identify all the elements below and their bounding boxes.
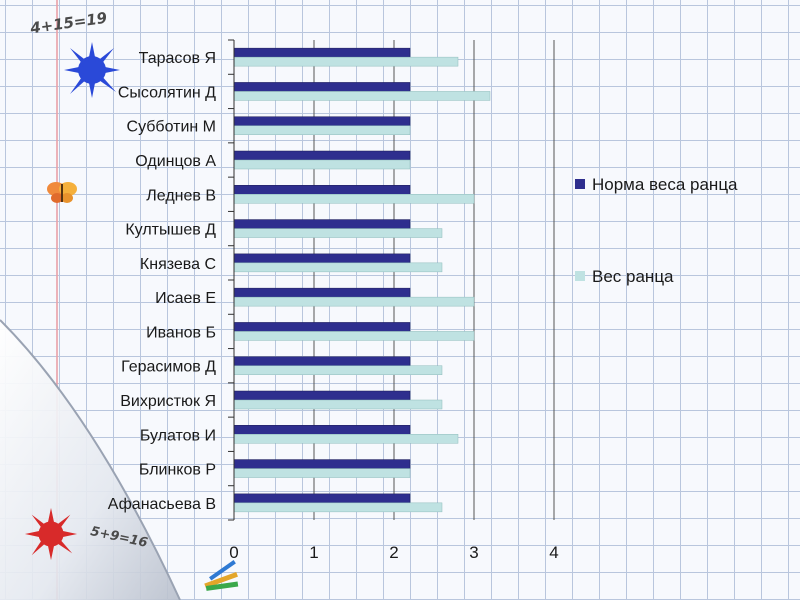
bar-backpack-weight [233, 296, 475, 307]
butterfly-icon [47, 182, 77, 203]
blue-ink-splash-icon [64, 42, 120, 98]
legend-label: Вес ранца [592, 267, 674, 286]
bar-norm-weight [233, 459, 411, 469]
x-tick-label: 0 [229, 543, 238, 562]
red-ink-splash-icon [24, 507, 78, 561]
bar-norm-weight [233, 356, 411, 366]
category-label: Князева С [140, 256, 216, 273]
bar-backpack-weight [233, 365, 443, 375]
bar-backpack-weight [233, 56, 459, 67]
bar-backpack-weight [233, 331, 475, 341]
category-label: Субботин М [127, 119, 216, 136]
bar-backpack-weight [233, 468, 411, 478]
bar-backpack-weight [233, 125, 411, 135]
category-label: Герасимов Д [121, 359, 216, 376]
bar-norm-weight [233, 322, 411, 332]
bar-backpack-weight [233, 399, 443, 410]
category-label: Афанасьева В [108, 496, 216, 513]
bar-norm-weight [233, 287, 411, 298]
chart-bars [233, 47, 491, 513]
bar-norm-weight [233, 425, 411, 435]
bar-norm-weight [233, 253, 411, 264]
bar-backpack-weight [233, 262, 443, 273]
chart-gridlines [313, 40, 555, 520]
bar-norm-weight [233, 185, 411, 195]
category-label: Тарасов Я [139, 50, 216, 67]
pencils-icon [204, 560, 239, 591]
category-labels: Тарасов Я Сысолятин Д Субботин М Одинцов А Л… [108, 50, 217, 513]
x-tick-label: 4 [549, 543, 558, 562]
bar-backpack-weight [233, 228, 443, 238]
bar-norm-weight [233, 150, 411, 161]
chart-axes [228, 39, 235, 521]
bar-backpack-weight [233, 91, 491, 101]
category-label: Исаев Е [155, 290, 216, 307]
category-label: Блинков Р [139, 462, 216, 479]
x-tick-labels: 0 1 2 3 4 [229, 543, 558, 562]
bar-backpack-weight [233, 194, 475, 204]
bar-backpack-weight [233, 502, 443, 513]
bar-backpack-weight [233, 434, 459, 444]
legend-swatch [575, 271, 585, 281]
bar-norm-weight [233, 47, 411, 58]
category-label: Одинцов А [135, 153, 216, 170]
notebook-margin-line [56, 0, 58, 600]
x-tick-label: 3 [469, 543, 478, 562]
category-label: Вихристюк Я [120, 393, 216, 410]
bar-norm-weight [233, 493, 411, 504]
bar-backpack-weight [233, 159, 411, 170]
bar-norm-weight [233, 116, 411, 126]
category-label: Булатов И [140, 427, 216, 444]
bar-norm-weight [233, 390, 411, 401]
category-label: Леднев В [146, 187, 216, 204]
bar-norm-weight [233, 219, 411, 229]
category-label: Иванов Б [146, 324, 216, 341]
bar-norm-weight [233, 82, 411, 92]
legend-swatch [575, 179, 585, 189]
x-tick-label: 1 [309, 543, 318, 562]
legend-label: Норма веса ранца [592, 175, 738, 194]
category-label: Култышев Д [125, 222, 216, 239]
x-tick-label: 2 [389, 543, 398, 562]
category-label: Сысолятин Д [118, 84, 216, 101]
chart-legend: Норма веса ранца Вес ранца [575, 175, 738, 286]
